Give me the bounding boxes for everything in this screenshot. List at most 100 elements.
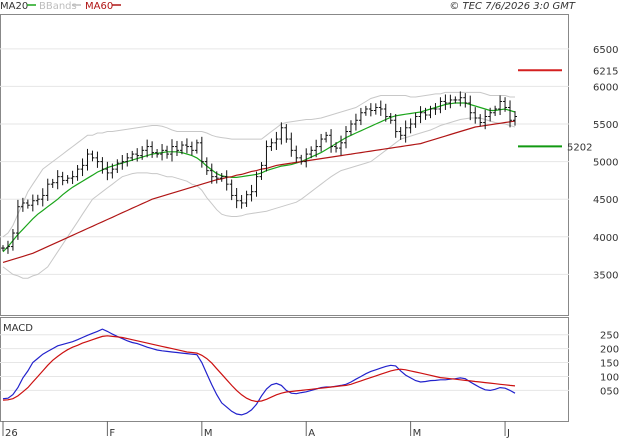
- ohlc-bar: [264, 140, 269, 172]
- ohlc-bar: [458, 91, 463, 107]
- macd-line: [2, 328, 516, 416]
- ohlc-bar: [254, 171, 259, 197]
- ohlc-bar: [120, 155, 125, 170]
- legend-ma60-label: MA60: [85, 1, 113, 12]
- ohlc-bar: [363, 105, 368, 116]
- ohlc-bar: [160, 144, 165, 161]
- macd-axis-labels: 050 100 150 200 250: [600, 331, 619, 398]
- ohlc-bar: [219, 173, 224, 182]
- ohlc-bar: [269, 138, 274, 151]
- ohlc-bar: [145, 139, 150, 158]
- macd-tick-label: 250: [600, 331, 619, 342]
- ohlc-bar: [309, 146, 314, 159]
- support-label: 5202: [567, 142, 592, 153]
- ohlc-bar: [478, 114, 483, 127]
- price-tick-label: 5000: [593, 158, 618, 169]
- ohlc-bar: [319, 133, 324, 152]
- timestamp: © TEC 7/6/2026 3:0 GMT: [449, 1, 576, 12]
- price-tick-label: 5500: [593, 120, 618, 131]
- ohlc-bar: [234, 188, 239, 209]
- price-bars: [1, 91, 517, 254]
- ohlc-bar: [125, 152, 130, 167]
- ohlc-bar: [194, 139, 199, 154]
- ohlc-bar: [353, 113, 358, 131]
- time-tick-label: 26: [5, 428, 18, 439]
- ohlc-bar: [378, 100, 383, 116]
- ohlc-bar: [165, 145, 170, 159]
- ohlc-bar: [483, 109, 488, 130]
- ohlc-bar: [70, 170, 75, 185]
- ohlc-bar: [75, 165, 80, 181]
- ohlc-bar: [443, 94, 448, 110]
- price-axis-labels: 3500 4000 4500 5000 5500 6000 6500: [593, 45, 618, 282]
- legend-bbands-label: BBands: [39, 1, 77, 12]
- ohlc-bar: [135, 148, 140, 162]
- ohlc-bar: [334, 142, 339, 153]
- price-gridlines: [0, 48, 569, 275]
- ohlc-bar: [85, 148, 90, 171]
- time-tick-label: A: [308, 428, 315, 439]
- ohlc-bar: [473, 107, 478, 124]
- ohlc-bar: [40, 188, 45, 207]
- ohlc-bar: [513, 111, 517, 126]
- ohlc-bar: [299, 154, 304, 165]
- ohlc-bar: [15, 199, 20, 240]
- macd-tick-label: 050: [600, 386, 619, 397]
- ohlc-bar: [274, 131, 279, 150]
- ohlc-bar: [413, 112, 418, 128]
- ohlc-bar: [284, 124, 289, 143]
- moving-averages: [2, 102, 516, 263]
- ohlc-bar: [115, 159, 120, 173]
- ohlc-bar: [105, 161, 110, 181]
- ohlc-bar: [339, 135, 344, 156]
- ohlc-bar: [95, 151, 100, 168]
- macd-lines: [2, 328, 516, 416]
- ohlc-bar: [45, 178, 50, 201]
- ohlc-bar: [100, 157, 105, 174]
- ohlc-bar: [304, 148, 309, 168]
- ohlc-bar: [393, 114, 398, 138]
- ohlc-bar: [383, 103, 388, 122]
- ohlc-bar: [453, 96, 458, 104]
- ohlc-bar: [130, 150, 135, 162]
- ohlc-bar: [199, 136, 204, 168]
- ohlc-bar: [209, 163, 214, 184]
- ohlc-bar: [488, 107, 493, 122]
- macd-panel-frame: [0, 317, 569, 422]
- ohlc-bar: [229, 179, 234, 201]
- ohlc-bar: [279, 122, 284, 145]
- price-tick-label: 6500: [593, 45, 618, 56]
- ohlc-bar: [493, 105, 498, 116]
- ohlc-bar: [463, 93, 468, 108]
- time-tick-label: J: [506, 428, 510, 439]
- resistance-label: 6215: [593, 66, 618, 77]
- ohlc-bar: [20, 197, 25, 212]
- ohlc-bar: [314, 139, 319, 158]
- ohlc-bar: [60, 171, 65, 186]
- ma60-line: [2, 120, 516, 263]
- ohlc-bar: [80, 158, 85, 177]
- bband-line: [2, 117, 516, 279]
- ohlc-bar: [418, 106, 423, 124]
- ohlc-bar: [388, 113, 393, 124]
- ohlc-bar: [10, 228, 15, 251]
- ohlc-bar: [90, 150, 95, 162]
- ohlc-bar: [398, 127, 403, 140]
- legend: MA20 BBands MA60: [0, 1, 121, 12]
- ohlc-bar: [503, 97, 508, 112]
- ohlc-bar: [448, 94, 453, 109]
- ma20-line: [2, 102, 516, 253]
- ohlc-bar: [1, 245, 5, 252]
- ohlc-bar: [110, 163, 115, 179]
- ohlc-bar: [155, 149, 160, 158]
- ohlc-bar: [329, 129, 334, 153]
- ohlc-bar: [259, 162, 264, 180]
- ohlc-bar: [189, 141, 194, 156]
- ohlc-bar: [438, 97, 443, 114]
- ohlc-bar: [239, 195, 244, 209]
- macd-tick-label: 200: [600, 345, 619, 356]
- ohlc-bar: [348, 120, 353, 136]
- ohlc-bar: [468, 95, 473, 121]
- ohlc-bar: [324, 131, 329, 143]
- macd-tick-label: 150: [600, 359, 619, 370]
